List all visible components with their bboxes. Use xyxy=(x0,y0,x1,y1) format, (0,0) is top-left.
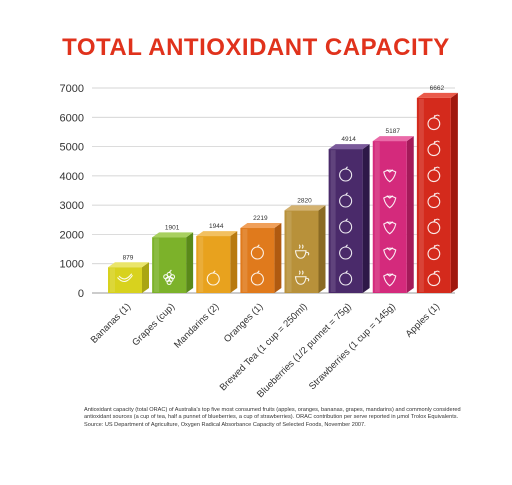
bar-apple: 6662 xyxy=(416,85,458,293)
bar-strawberry: 5187 xyxy=(372,128,414,293)
y-tick-label: 5000 xyxy=(60,142,84,154)
orange-icon xyxy=(250,244,264,286)
y-tick-label: 6000 xyxy=(60,112,84,124)
bar-front xyxy=(284,210,319,293)
bar-value-label: 879 xyxy=(123,254,134,261)
bar-blueberry: 4914 xyxy=(328,136,370,293)
bar-top xyxy=(240,223,282,229)
y-tick-label: 1000 xyxy=(60,259,84,271)
blueberry-icon xyxy=(339,166,353,286)
bar-highlight xyxy=(110,268,115,292)
bar-side xyxy=(230,231,238,293)
bar-front xyxy=(196,236,231,293)
bar-mandarin: 1944 xyxy=(196,223,238,293)
bar-value-label: 1901 xyxy=(165,224,180,231)
bar-front xyxy=(372,141,407,293)
x-tick-label: Mandarins (2) xyxy=(172,301,221,350)
bar-highlight xyxy=(154,238,160,292)
x-tick-label: Apples (1) xyxy=(404,301,442,339)
bar-top xyxy=(284,205,326,211)
chart-title: TOTAL ANTIOXIDANT CAPACITY xyxy=(62,34,450,61)
bar-top xyxy=(372,136,414,142)
bar-top xyxy=(108,262,149,268)
bar-teacup: 2820 xyxy=(284,197,326,293)
bar-highlight xyxy=(418,98,424,292)
bar-highlight xyxy=(374,142,380,292)
bar-value-label: 5187 xyxy=(386,128,401,135)
bar-highlight xyxy=(198,237,204,292)
x-tick-label: Brewed Tea (1 cup = 250ml) xyxy=(218,301,310,393)
bar-side xyxy=(142,262,149,293)
bar-top xyxy=(328,144,370,150)
bar-front xyxy=(240,228,275,293)
bar-side xyxy=(318,205,326,293)
x-tick-label: Blueberries (1/2 punnet = 75g) xyxy=(255,301,354,400)
bar-side xyxy=(450,92,458,293)
bar-side xyxy=(406,136,414,293)
x-axis-tick-labels: Bananas (1)Grapes (cup)Mandarins (2) Oran… xyxy=(89,301,442,400)
banana-icon xyxy=(117,273,133,282)
bar-value-label: 6662 xyxy=(430,85,445,92)
bar-side xyxy=(362,144,370,293)
bar-front xyxy=(108,267,142,293)
bars: 879 1901 1944 2219 2820 4914 5187 6662 xyxy=(108,85,458,293)
bar-banana: 879 xyxy=(108,254,149,293)
bar-value-label: 2219 xyxy=(253,215,268,222)
bar-highlight xyxy=(286,211,292,292)
x-tick-label: Oranges (1) xyxy=(222,301,266,345)
bar-value-label: 1944 xyxy=(209,223,224,230)
footnote: Antioxidant capacity (total ORAC) of Aus… xyxy=(84,407,461,428)
apple-icon xyxy=(427,114,441,287)
y-tick-label: 7000 xyxy=(60,83,84,95)
bar-top xyxy=(416,92,458,98)
x-tick-label: Grapes (cup) xyxy=(130,301,177,348)
y-tick-label: 0 xyxy=(78,288,84,300)
grape-icon xyxy=(163,269,176,285)
bar-highlight xyxy=(242,229,248,292)
bar-side xyxy=(274,223,282,293)
bar-value-label: 4914 xyxy=(341,136,356,143)
bar-front xyxy=(152,237,187,293)
teacup-icon xyxy=(294,244,310,285)
mandarin-icon xyxy=(206,270,220,286)
bar-top xyxy=(152,232,194,238)
y-axis-tick-labels: 0 1000 2000 3000 4000 5000 6000 7000 xyxy=(60,83,84,300)
y-tick-label: 4000 xyxy=(60,171,84,183)
y-tick-label: 3000 xyxy=(60,200,84,212)
x-tick-label: Strawberries (1 cup = 145g) xyxy=(307,301,398,392)
bar-value-label: 2820 xyxy=(297,197,312,204)
bar-top xyxy=(196,231,238,237)
bar-grape: 1901 xyxy=(152,224,194,293)
bar-side xyxy=(186,232,194,293)
y-tick-label: 2000 xyxy=(60,229,84,241)
bar-orange: 2219 xyxy=(240,215,282,293)
bar-highlight xyxy=(330,150,336,292)
x-tick-label: Bananas (1) xyxy=(89,301,133,345)
strawberry-icon xyxy=(383,169,397,287)
